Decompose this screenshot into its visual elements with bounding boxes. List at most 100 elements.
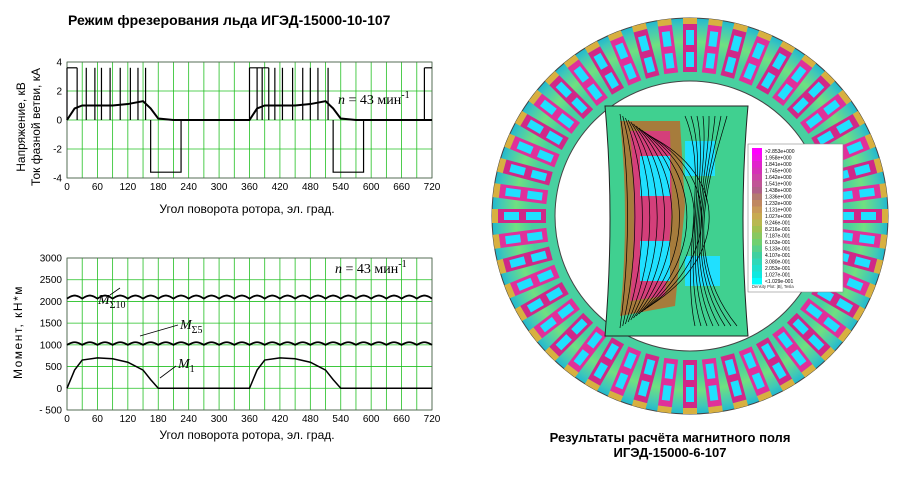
chart2-ytick-label: 1500: [40, 319, 63, 330]
chart1-xtick-label: 60: [92, 182, 104, 193]
slot-tooth: [838, 89, 852, 105]
stator-slot: [504, 133, 560, 168]
slot-coil-lower: [805, 112, 823, 129]
slot-coil-upper: [661, 31, 672, 47]
legend-swatch: [752, 271, 762, 278]
slot-tooth: [873, 157, 884, 174]
legend-entry: 1.745e+000: [765, 169, 792, 175]
stator-slot: [545, 312, 594, 361]
stator-slot: [738, 346, 773, 402]
chart2-xtick-label: 0: [64, 414, 70, 425]
magnetic-field-picture: >2.853e+0001.958e+0001.841e+0001.745e+00…: [491, 17, 889, 415]
chart2-xtick-label: 120: [119, 414, 136, 425]
series-pointer-m1: [159, 365, 177, 379]
slot-tooth: [515, 110, 528, 127]
legend-entry: 4.107e-001: [765, 253, 791, 259]
legend-entry: 7.187e-001: [765, 234, 791, 240]
chart2-ylabel: Момент, кН*м: [11, 285, 25, 379]
stator-slot: [515, 281, 569, 322]
legend-swatch: [752, 258, 762, 265]
slot-coil-upper: [846, 277, 864, 291]
slot-coil-upper: [686, 387, 694, 402]
slot-tooth: [504, 283, 516, 299]
series-label-m1: M1: [177, 357, 195, 375]
chart2-ytick-label: 0: [56, 384, 62, 395]
slot-tooth: [801, 364, 817, 378]
stator-slot: [831, 227, 888, 249]
slot-coil-lower: [792, 318, 809, 335]
stator-slot: [545, 71, 594, 120]
slot-coil-upper: [526, 298, 544, 313]
slot-coil-upper: [661, 385, 672, 401]
stator-slot: [607, 346, 642, 402]
slot-coil-upper: [808, 81, 825, 98]
slot-coil-upper: [854, 163, 871, 176]
stator-slot: [701, 357, 723, 414]
slot-coil-lower: [604, 343, 619, 361]
slot-coil-upper: [593, 52, 608, 70]
stator-slot: [720, 22, 749, 79]
field-line: [638, 127, 680, 315]
legend-entry: <1.029e-001: [765, 279, 793, 285]
stator-slot: [799, 298, 852, 343]
slot-coil-lower: [571, 318, 588, 335]
field-line: [701, 115, 732, 327]
slot-coil-lower: [792, 97, 809, 114]
stator-slot: [584, 337, 625, 391]
slot-coil-upper: [615, 42, 629, 60]
chart1-xtick-label: 300: [211, 182, 228, 193]
chart2-xlabel: Угол поворота ротора, эл. град.: [159, 428, 334, 442]
stator-slot: [496, 246, 553, 275]
stator-slot: [786, 312, 835, 361]
slot-coil-upper: [836, 298, 854, 313]
legend-entry: 1.232e+000: [765, 201, 792, 207]
slot-tooth: [584, 378, 601, 391]
chart1-annotation: n = 43 мин-1: [338, 90, 410, 108]
slot-coil-upper: [772, 52, 787, 70]
chart1-xtick-label: 720: [424, 182, 441, 193]
stator-slot: [631, 353, 660, 410]
chart2-xtick-label: 180: [150, 414, 167, 425]
slot-coil-lower: [557, 303, 575, 320]
chart1-ticks: 0 60 120 180 240 300 360 420 480 540 600 660 720-4-2…: [53, 58, 441, 194]
chart1-ytick-label: 2: [56, 87, 62, 98]
slot-tooth: [492, 209, 498, 223]
field-line: [627, 119, 651, 323]
slot-coil-upper: [526, 119, 544, 134]
slot-coil-lower: [545, 287, 563, 302]
chart2-xtick-label: 420: [272, 414, 289, 425]
slot-tooth: [873, 258, 884, 275]
slot-coil-upper: [751, 42, 765, 60]
stator-slot: [701, 18, 723, 75]
chart2-xtick-label: 60: [92, 414, 104, 425]
slot-coil-lower: [571, 97, 588, 114]
legend-entry: 9.246e-001: [765, 221, 791, 227]
chart1-xtick-label: 240: [180, 182, 197, 193]
slot-tooth: [545, 346, 560, 361]
slot-coil-lower: [530, 250, 548, 263]
slot-tooth: [683, 18, 697, 24]
slot-coil-lower: [705, 52, 716, 69]
slot-coil-lower: [761, 71, 776, 89]
legend-entry: 3.080e-001: [765, 260, 791, 266]
legend-swatch: [752, 187, 762, 194]
slot-coil-upper: [573, 66, 590, 83]
chart1-xtick-label: 120: [119, 182, 136, 193]
slot-tooth: [657, 405, 672, 414]
slot-coil-upper: [790, 66, 807, 83]
slot-tooth: [820, 346, 835, 361]
slot-coil-lower: [557, 112, 575, 129]
field-line: [641, 129, 688, 313]
slot-coil-lower: [536, 149, 554, 163]
slot-coil-upper: [540, 99, 557, 116]
field-line: [690, 115, 702, 327]
slot-coil-upper: [823, 316, 840, 333]
stator-slot: [528, 298, 581, 343]
legend-swatch: [752, 265, 762, 272]
field-line: [696, 115, 714, 327]
slot-coil-upper: [790, 349, 807, 366]
slot-coil-upper: [637, 35, 650, 52]
slot-coil-lower: [530, 169, 548, 182]
chart1-ytick-label: -4: [53, 174, 62, 185]
stator-slot: [786, 71, 835, 120]
